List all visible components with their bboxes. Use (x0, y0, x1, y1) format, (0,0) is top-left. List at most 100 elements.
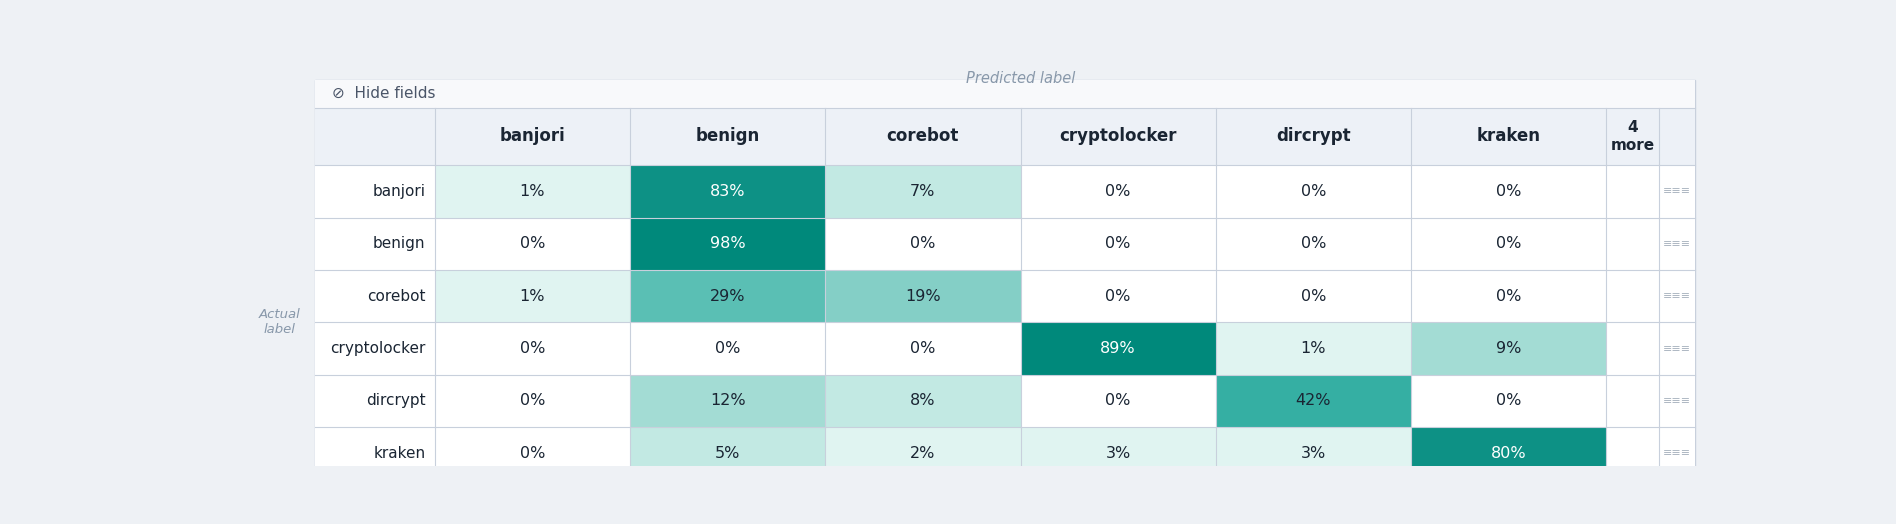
Text: ≡≡≡: ≡≡≡ (1663, 291, 1691, 301)
Text: kraken: kraken (374, 446, 425, 461)
Bar (1215, 427, 1411, 479)
Text: Predicted label: Predicted label (965, 71, 1075, 85)
Bar (434, 322, 629, 375)
Bar (1411, 427, 1606, 479)
Text: 0%: 0% (1105, 394, 1130, 408)
Text: 80%: 80% (1490, 446, 1526, 461)
Bar (825, 375, 1020, 427)
Bar (434, 270, 629, 322)
Bar (1411, 270, 1606, 322)
Text: cryptolocker: cryptolocker (330, 341, 425, 356)
Text: benign: benign (374, 236, 425, 252)
Bar (825, 165, 1020, 217)
Text: 8%: 8% (910, 394, 935, 408)
Text: 0%: 0% (1496, 289, 1521, 304)
Text: 98%: 98% (709, 236, 745, 252)
Text: 1%: 1% (520, 289, 544, 304)
Text: 3%: 3% (1301, 446, 1325, 461)
Text: 9%: 9% (1496, 341, 1521, 356)
Text: ≡≡≡: ≡≡≡ (1663, 187, 1691, 196)
Text: Actual
label: Actual label (258, 308, 301, 336)
Bar (434, 427, 629, 479)
Bar (434, 165, 629, 217)
Text: 29%: 29% (709, 289, 745, 304)
Text: dircrypt: dircrypt (366, 394, 425, 408)
Bar (315, 427, 1695, 479)
Bar (629, 375, 825, 427)
Text: 7%: 7% (910, 184, 935, 199)
Bar (629, 322, 825, 375)
Bar (1215, 375, 1411, 427)
Bar (1215, 322, 1411, 375)
Text: 0%: 0% (520, 446, 544, 461)
Text: 2%: 2% (910, 446, 935, 461)
Bar (825, 427, 1020, 479)
Text: 19%: 19% (904, 289, 940, 304)
Text: 83%: 83% (709, 184, 745, 199)
Text: 0%: 0% (1105, 236, 1130, 252)
Bar (1411, 217, 1606, 270)
Bar (629, 427, 825, 479)
Text: 1%: 1% (520, 184, 544, 199)
Text: ≡≡≡: ≡≡≡ (1663, 448, 1691, 458)
Text: benign: benign (696, 127, 760, 146)
Bar (315, 165, 1695, 217)
Text: kraken: kraken (1477, 127, 1541, 146)
Text: 0%: 0% (1301, 184, 1325, 199)
Text: 0%: 0% (520, 341, 544, 356)
Text: ⊘  Hide fields: ⊘ Hide fields (332, 86, 434, 101)
Bar (1411, 375, 1606, 427)
Bar (315, 375, 1695, 427)
Bar (1020, 270, 1215, 322)
Text: 0%: 0% (910, 236, 935, 252)
Text: corebot: corebot (366, 289, 425, 304)
Text: 1%: 1% (1301, 341, 1325, 356)
Text: ≡≡≡: ≡≡≡ (1663, 239, 1691, 249)
Bar (1215, 217, 1411, 270)
Bar (629, 270, 825, 322)
Text: 0%: 0% (1301, 236, 1325, 252)
Bar (825, 322, 1020, 375)
Bar (315, 107, 1695, 165)
Text: dircrypt: dircrypt (1276, 127, 1350, 146)
Text: 0%: 0% (1105, 289, 1130, 304)
Text: 0%: 0% (1496, 184, 1521, 199)
Text: 0%: 0% (520, 394, 544, 408)
Text: 42%: 42% (1295, 394, 1331, 408)
Bar (1215, 270, 1411, 322)
Text: 0%: 0% (1496, 236, 1521, 252)
Text: ≡≡≡: ≡≡≡ (1663, 396, 1691, 406)
Text: corebot: corebot (887, 127, 959, 146)
Text: 5%: 5% (715, 446, 739, 461)
Text: 4
more: 4 more (1612, 120, 1655, 152)
Text: banjori: banjori (372, 184, 425, 199)
Bar (315, 270, 1695, 322)
Text: 12%: 12% (709, 394, 745, 408)
Bar (1020, 322, 1215, 375)
Bar (1020, 165, 1215, 217)
Text: 0%: 0% (715, 341, 739, 356)
Bar (1411, 165, 1606, 217)
Bar (315, 322, 1695, 375)
Text: 0%: 0% (1301, 289, 1325, 304)
Text: 0%: 0% (520, 236, 544, 252)
Text: 0%: 0% (1105, 184, 1130, 199)
Text: 0%: 0% (1496, 394, 1521, 408)
Bar (1020, 375, 1215, 427)
Text: 3%: 3% (1105, 446, 1130, 461)
Text: cryptolocker: cryptolocker (1060, 127, 1177, 146)
Bar (1411, 322, 1606, 375)
Bar (434, 375, 629, 427)
Text: banjori: banjori (499, 127, 565, 146)
Text: ≡≡≡: ≡≡≡ (1663, 344, 1691, 354)
Bar (1020, 217, 1215, 270)
Bar (315, 80, 1695, 107)
Text: 0%: 0% (910, 341, 935, 356)
Bar (629, 165, 825, 217)
Bar (825, 270, 1020, 322)
Bar (825, 217, 1020, 270)
Bar (629, 217, 825, 270)
Text: 89%: 89% (1100, 341, 1136, 356)
Bar (434, 217, 629, 270)
Bar (1215, 165, 1411, 217)
